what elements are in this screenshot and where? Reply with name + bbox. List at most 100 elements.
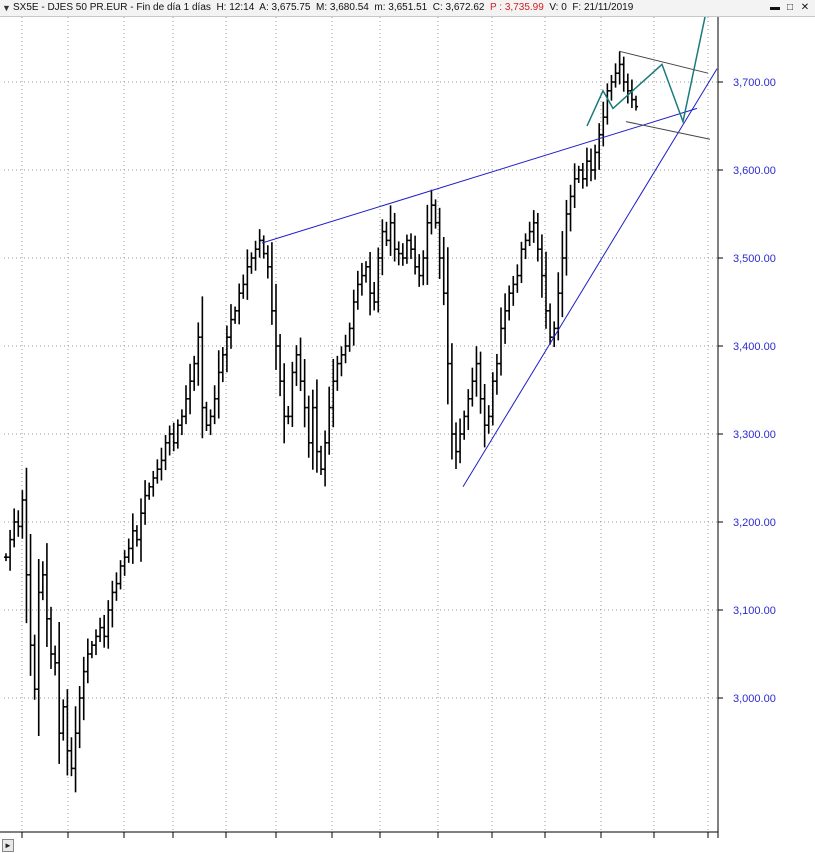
price-bar (527, 221, 532, 247)
price-bar (601, 101, 606, 147)
price-bar (634, 95, 638, 111)
price-bar (486, 405, 491, 434)
close-icon[interactable]: ✕ (800, 2, 810, 13)
price-bar (85, 638, 90, 684)
price-bar (474, 346, 479, 397)
price-bar (409, 233, 413, 260)
price-bar (20, 490, 25, 539)
price-bar (175, 419, 180, 449)
price-bar (609, 74, 614, 101)
symbol-label: SX5E - DJES 50 PR.EUR (13, 2, 128, 13)
period-label: Fin de día 1 días (136, 2, 211, 13)
high-label: M: 3,680.54 (316, 2, 369, 13)
price-bar (106, 600, 111, 649)
price-bar (548, 303, 553, 345)
price-bar (49, 606, 53, 669)
y-tick-label: 3,000.00 (733, 693, 776, 705)
price-bar (155, 459, 160, 484)
price-bar (224, 325, 229, 373)
price-bar (126, 538, 131, 563)
projection-path (586, 17, 706, 127)
price-bar (57, 621, 62, 764)
price-bar (339, 346, 344, 377)
price-bar (314, 379, 319, 473)
channel-lower (625, 121, 711, 140)
price-bar (392, 212, 397, 262)
y-tick-label: 3,100.00 (733, 605, 776, 617)
price-bar (437, 207, 442, 279)
price-bar (32, 634, 37, 700)
y-tick-label: 3,200.00 (733, 517, 776, 529)
price-bar (257, 229, 262, 258)
price-bar (323, 430, 328, 487)
price-bar (503, 293, 508, 344)
price-bar (560, 231, 565, 318)
price-bar (564, 199, 569, 276)
price-bar (110, 580, 115, 628)
price-bar (417, 254, 422, 287)
price-bar (597, 123, 602, 170)
price-bar (16, 510, 21, 537)
price-bar (73, 706, 78, 793)
price-bar (355, 270, 360, 310)
price-bar (282, 363, 287, 444)
header-info: SX5E - DJES 50 PR.EUR - Fin de día 1 día… (13, 2, 634, 13)
price-bar (507, 285, 512, 321)
price-bar (94, 629, 98, 656)
price-bar (151, 470, 156, 497)
price-bar (134, 525, 139, 547)
price-bar (617, 51, 622, 85)
price-bar (625, 73, 630, 104)
price-bar (531, 210, 536, 243)
price-bar (441, 237, 446, 306)
price-bar (184, 385, 188, 425)
price-bar (478, 351, 483, 414)
price-bar (212, 385, 217, 425)
low-label: m: 3,651.51 (374, 2, 428, 13)
price-bar (98, 617, 103, 643)
price-bar (327, 386, 332, 455)
price-bar (12, 508, 17, 548)
price-bar (458, 418, 463, 464)
price-bar (445, 247, 450, 405)
price-bar (290, 361, 295, 427)
price-bar (454, 422, 458, 470)
price-bar (200, 296, 205, 439)
price-bar (188, 363, 193, 415)
price-bar (388, 205, 393, 256)
price-bar (53, 645, 58, 676)
price-bar (130, 513, 135, 564)
price-bar (310, 389, 315, 470)
price-bar (24, 467, 29, 624)
price-bar (261, 235, 266, 259)
price-bar (77, 686, 82, 749)
price-bar (241, 274, 246, 299)
price-bar (249, 252, 254, 274)
triangle-down-icon[interactable]: ▼ (2, 3, 11, 13)
maximize-icon[interactable]: □ (786, 2, 794, 13)
price-bar (40, 561, 45, 601)
price-bar (286, 405, 291, 425)
price-bar (81, 656, 86, 721)
price-bar (216, 350, 221, 419)
horizontal-scrollbar[interactable] (14, 840, 716, 851)
price-bar (306, 395, 311, 458)
price-bar (274, 283, 278, 370)
price-bar (302, 359, 307, 428)
price-bar (347, 322, 352, 352)
minimize-icon[interactable]: ▬ (770, 2, 780, 13)
triangle-right-icon[interactable]: ► (2, 839, 14, 852)
price-chart[interactable]: 3,000.00 3,100.00 3,200.00 3,300.00 3,400.00… (0, 17, 815, 839)
price-bar (568, 184, 573, 232)
price-bar (265, 245, 270, 279)
close-label: C: 3,672.62 (432, 2, 485, 13)
price-bar (331, 359, 336, 428)
price-bar (204, 401, 209, 432)
price-bar (44, 543, 49, 647)
price-bar (208, 409, 213, 436)
price-bar (229, 304, 233, 349)
price-bar (179, 409, 184, 436)
price-bar (544, 251, 548, 329)
price-bar (233, 306, 238, 324)
chart-header: ▼ SX5E - DJES 50 PR.EUR - Fin de día 1 d… (0, 0, 815, 17)
